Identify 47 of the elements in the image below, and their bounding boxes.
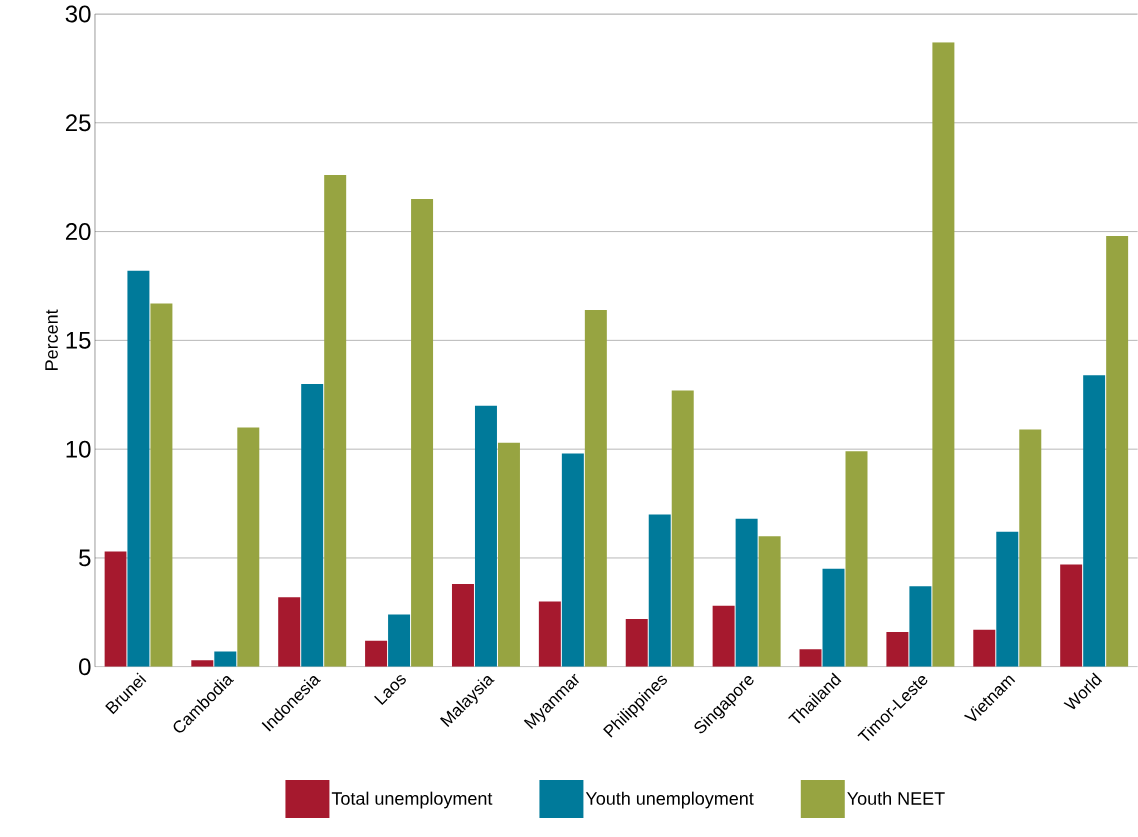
bar bbox=[648, 514, 671, 667]
y-axis-title: Percent bbox=[45, 309, 58, 371]
bar bbox=[1083, 375, 1106, 667]
y-tick-label: 0 bbox=[79, 658, 91, 676]
bar bbox=[411, 199, 434, 667]
bar bbox=[712, 605, 735, 667]
y-tick-label: 15 bbox=[66, 332, 91, 349]
bar bbox=[845, 451, 868, 667]
bar bbox=[278, 597, 301, 667]
bar bbox=[973, 629, 996, 667]
bar bbox=[451, 584, 474, 667]
bar bbox=[886, 632, 909, 667]
legend-label: Youth NEET bbox=[847, 791, 945, 806]
legend-label: Youth unemployment bbox=[585, 791, 754, 809]
bar bbox=[388, 614, 411, 667]
bar bbox=[301, 384, 324, 667]
y-tick-label: 5 bbox=[79, 549, 91, 567]
bar bbox=[932, 42, 955, 667]
bar bbox=[1019, 429, 1042, 667]
legend-label: Total unemployment bbox=[331, 791, 493, 809]
bar bbox=[214, 651, 237, 667]
bar bbox=[996, 532, 1019, 667]
bar bbox=[538, 601, 561, 667]
bar bbox=[909, 586, 932, 667]
y-tick-label: 10 bbox=[66, 440, 91, 458]
bar bbox=[237, 427, 260, 667]
bar bbox=[1106, 236, 1129, 667]
bar bbox=[625, 619, 648, 667]
bar bbox=[799, 649, 822, 667]
bar bbox=[1060, 564, 1083, 667]
bar bbox=[758, 536, 781, 667]
bar bbox=[671, 390, 694, 667]
bar bbox=[127, 270, 150, 667]
y-tick-label: 20 bbox=[65, 223, 91, 241]
bar bbox=[561, 453, 584, 667]
bar bbox=[735, 518, 758, 667]
bar bbox=[822, 568, 845, 667]
bar bbox=[324, 175, 347, 667]
bar bbox=[584, 310, 607, 667]
bar bbox=[150, 303, 173, 667]
y-tick-label: 30 bbox=[65, 5, 91, 23]
bar bbox=[191, 660, 214, 667]
bar bbox=[365, 640, 388, 667]
bar bbox=[497, 442, 520, 667]
bar bbox=[474, 405, 497, 667]
y-tick-label: 25 bbox=[65, 114, 91, 132]
bar bbox=[104, 551, 127, 667]
